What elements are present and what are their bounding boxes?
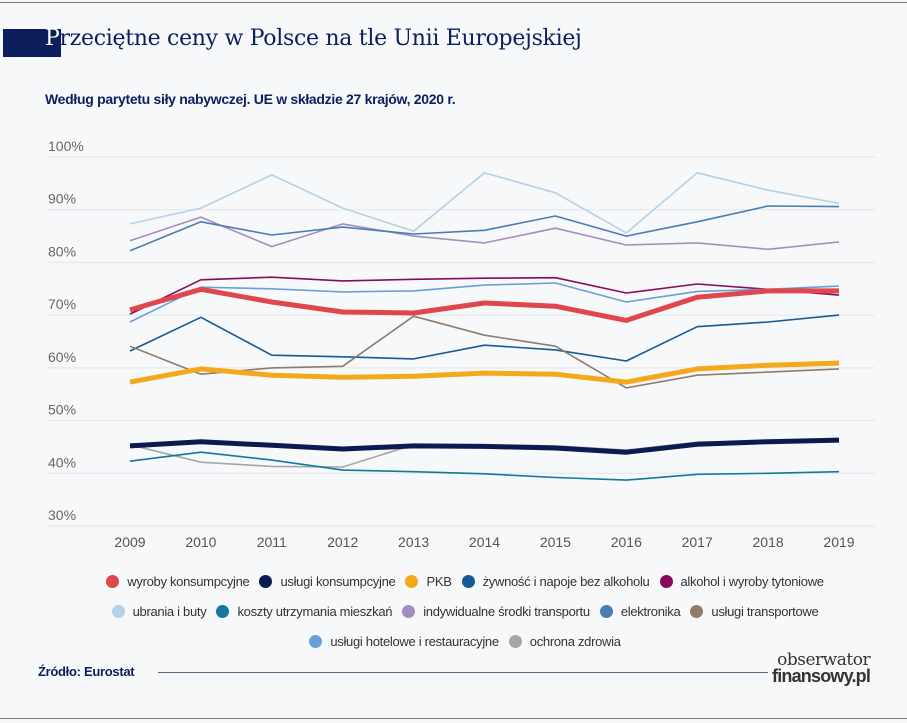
series-line-uslugi-hotelowe-i-restauracyjne bbox=[129, 282, 840, 323]
legend-dot-icon bbox=[508, 634, 522, 648]
legend-label: elektronika bbox=[620, 603, 681, 619]
publisher-logo: obserwator finansowy.pl bbox=[772, 650, 871, 686]
y-tick-label: 90% bbox=[48, 191, 76, 207]
series-line-zywnosc-i-napoje-bez-alkoholu bbox=[129, 314, 840, 362]
y-tick-label: 100% bbox=[48, 138, 84, 154]
legend-item: indywidualne środki transportu bbox=[402, 604, 590, 619]
y-tick-label: 40% bbox=[48, 454, 76, 470]
legend-item: usługi transportowe bbox=[690, 603, 819, 619]
y-axis-ticks: 30% 40% 50% 60% 70% 80% 90% 100% bbox=[48, 138, 84, 523]
x-tick-label: 2019 bbox=[823, 534, 854, 550]
y-tick-label: 80% bbox=[48, 243, 76, 259]
legend-dot-icon bbox=[111, 604, 125, 618]
bottom-divider bbox=[0, 718, 907, 719]
chart-subtitle: Według parytetu siły nabywczej. UE w skł… bbox=[45, 91, 456, 107]
x-tick-label: 2011 bbox=[257, 534, 287, 550]
top-divider bbox=[0, 2, 907, 3]
legend-item: żywność i napoje bez alkoholu bbox=[461, 573, 650, 589]
logo-line-1: obserwator bbox=[777, 650, 871, 670]
series-line-indywidualne-srodki-transportu bbox=[129, 216, 840, 251]
legend: wyroby konsumpcyjne usługi konsumpcyjne PK… bbox=[50, 566, 880, 656]
x-axis-ticks: 2009 2010 2011 2012 2013 2014 2015 2016 2017 2018… bbox=[114, 534, 854, 550]
series-line-uslugi-konsumpcyjne bbox=[129, 437, 840, 455]
x-tick-label: 2018 bbox=[753, 534, 784, 550]
gridlines bbox=[48, 156, 875, 527]
series-line-ubrania-i-buty bbox=[129, 172, 840, 234]
x-tick-label: 2013 bbox=[398, 534, 429, 550]
legend-dot-icon bbox=[402, 604, 416, 618]
x-tick-label: 2017 bbox=[682, 534, 713, 550]
legend-item: wyroby konsumpcyjne bbox=[106, 573, 250, 589]
legend-item: alkohol i wyroby tytoniowe bbox=[659, 573, 825, 589]
legend-label: wyroby konsumpcyjne bbox=[127, 573, 250, 589]
y-tick-label: 30% bbox=[48, 507, 76, 523]
series-lines bbox=[129, 172, 840, 481]
series-line-elektronika bbox=[129, 205, 840, 252]
legend-dot-icon bbox=[461, 574, 475, 588]
legend-row: wyroby konsumpcyjne usługi konsumpcyjne PK… bbox=[50, 566, 880, 596]
x-tick-label: 2010 bbox=[185, 534, 216, 550]
series-line-pkb bbox=[129, 360, 840, 385]
y-tick-label: 50% bbox=[48, 402, 76, 418]
logo-line-2: finansowy.pl bbox=[772, 666, 871, 686]
legend-row: ubrania i buty koszty utrzymania mieszkań… bbox=[50, 596, 880, 626]
x-tick-label: 2009 bbox=[114, 534, 145, 550]
title-first-letter: P bbox=[45, 26, 60, 51]
chart-title: Przeciętne ceny w Polsce na tle Unii Eur… bbox=[45, 26, 582, 51]
legend-item: koszty utrzymania mieszkań bbox=[216, 603, 393, 619]
x-tick-label: 2015 bbox=[540, 534, 571, 550]
legend-item: elektronika bbox=[599, 603, 681, 619]
line-chart: 30%40%50%60%70%80%90%100% 2009 2010 2011 20… bbox=[48, 138, 875, 550]
title-accent-block bbox=[3, 29, 61, 57]
legend-label: usługi konsumpcyjne bbox=[280, 573, 396, 589]
legend-dot-icon bbox=[309, 634, 323, 648]
source-note: Źródło: Eurostat bbox=[38, 664, 135, 679]
x-tick-label: 2016 bbox=[611, 534, 642, 550]
legend-item: usługi hotelowe i restauracyjne bbox=[309, 633, 499, 649]
legend-label: żywność i napoje bez alkoholu bbox=[482, 573, 650, 589]
y-tick-label: 70% bbox=[48, 296, 76, 312]
legend-label: ochrona zdrowia bbox=[529, 633, 621, 649]
x-tick-label: 2014 bbox=[469, 534, 500, 550]
legend-item: usługi konsumpcyjne bbox=[259, 573, 396, 589]
series-line-uslugi-transportowe bbox=[129, 315, 840, 389]
legend-item: ochrona zdrowia bbox=[508, 633, 621, 649]
legend-item: PKB bbox=[405, 573, 452, 589]
y-tick-label: 60% bbox=[48, 349, 76, 365]
legend-dot-icon bbox=[259, 574, 273, 588]
legend-dot-icon bbox=[599, 604, 613, 618]
legend-label: alkohol i wyroby tytoniowe bbox=[680, 573, 825, 589]
legend-dot-icon bbox=[659, 574, 673, 588]
series-line-koszty-utrzymania-mieszkan bbox=[129, 451, 840, 481]
x-tick-label: 2012 bbox=[327, 534, 358, 550]
legend-label: ubrania i buty bbox=[132, 603, 207, 619]
legend-label: usługi transportowe bbox=[711, 603, 819, 619]
legend-item: ubrania i buty bbox=[111, 603, 207, 619]
legend-label: PKB bbox=[426, 573, 452, 589]
legend-dot-icon bbox=[216, 604, 230, 618]
title-rest: rzeciętne ceny w Polsce na tle Unii Euro… bbox=[59, 26, 582, 51]
legend-label: koszty utrzymania mieszkań bbox=[237, 603, 393, 619]
legend-dot-icon bbox=[690, 604, 704, 618]
series-line-alkohol-i-wyroby-tytoniowe bbox=[129, 276, 840, 315]
legend-label: usługi hotelowe i restauracyjne bbox=[330, 633, 499, 649]
legend-row: usługi hotelowe i restauracyjne ochrona z… bbox=[50, 626, 880, 656]
legend-dot-icon bbox=[106, 574, 120, 588]
series-line-wyroby-konsumpcyjne bbox=[129, 286, 839, 323]
legend-dot-icon bbox=[405, 574, 419, 588]
legend-label: indywidualne środki transportu bbox=[423, 603, 590, 619]
footer-divider bbox=[158, 672, 768, 673]
